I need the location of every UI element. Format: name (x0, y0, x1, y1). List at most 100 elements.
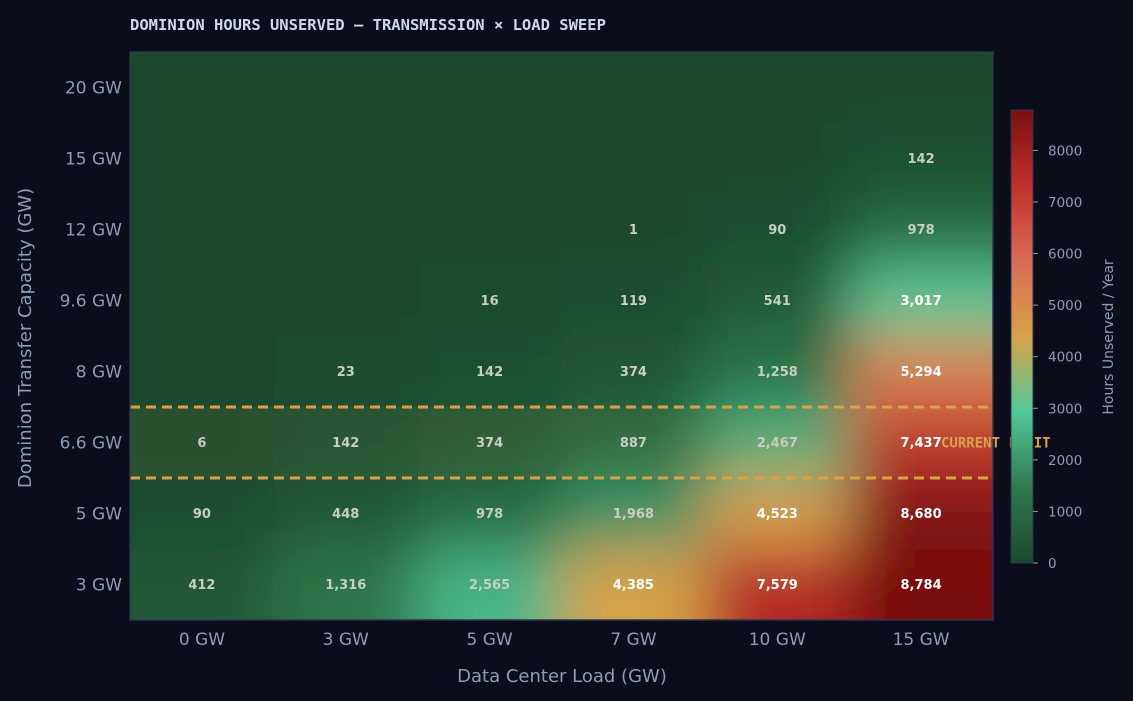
cell-value-label: 8,784 (901, 578, 942, 593)
heat-cell (417, 549, 562, 620)
plot-area: 412 1,316 2,565 4,385 7,579 8,784 90 448 978 1,96… (130, 52, 993, 620)
heat-cell (849, 123, 993, 194)
x-tick-label: 0 GW (179, 630, 225, 650)
heat-cell (705, 52, 850, 123)
y-tick-label: 5 GW (76, 505, 122, 525)
heat-cell (273, 52, 418, 123)
heat-cell (273, 123, 418, 194)
heat-cell (705, 549, 850, 620)
cell-value-label: 5,294 (901, 365, 942, 380)
cell-value-label: 978 (476, 507, 503, 522)
heat-cell (849, 407, 993, 478)
heat-cell (130, 194, 274, 265)
cell-value-label: 1,258 (757, 365, 798, 380)
y-tick-label: 15 GW (65, 150, 122, 170)
colorbar-tick-label: 1000 (1048, 504, 1082, 520)
cell-value-label: 3,017 (901, 294, 942, 309)
heat-cell (849, 478, 993, 549)
cell-value-label: 4,523 (757, 507, 798, 522)
cell-value-label: 1,316 (325, 578, 366, 593)
heat-cell (130, 549, 274, 620)
cell-value-label: 2,565 (469, 578, 510, 593)
plot-frame (129, 51, 994, 621)
cell-value-label: 541 (764, 294, 791, 309)
y-tick-label: 12 GW (65, 221, 122, 241)
heat-cell (273, 407, 418, 478)
y-tick-label: 20 GW (65, 79, 122, 99)
cell-value-label: 7,579 (757, 578, 798, 593)
colorbar-tick-label: 3000 (1048, 401, 1082, 417)
x-tick-label: 3 GW (323, 630, 369, 650)
heat-cell (561, 265, 706, 336)
colorbar-label: Hours Unserved / Year (1101, 259, 1117, 415)
x-tick-label: 7 GW (610, 630, 656, 650)
y-tick-label: 6.6 GW (60, 434, 123, 454)
chart-title: DOMINION HOURS UNSERVED — TRANSMISSION ×… (130, 16, 606, 34)
cell-value-label: 7,437 (901, 436, 942, 451)
heat-cell (130, 52, 274, 123)
heat-cell (849, 549, 993, 620)
cell-value-label: 8,680 (901, 507, 942, 522)
heat-cell (705, 265, 850, 336)
current-limit-label: CURRENT LIMIT (941, 436, 1051, 452)
heat-cell (561, 194, 706, 265)
cell-value-label: 978 (908, 223, 935, 238)
cell-value-label: 374 (476, 436, 503, 451)
heat-cell (417, 123, 562, 194)
heat-cell (130, 123, 274, 194)
cell-value-label: 1 (629, 223, 638, 238)
colorbar-tick-label: 0 (1048, 556, 1057, 572)
y-axis-label: Dominion Transfer Capacity (GW) (15, 188, 36, 488)
cell-value-label: 142 (476, 365, 503, 380)
heat-cell (561, 336, 706, 407)
colorbar-tick-label: 8000 (1048, 143, 1082, 159)
heat-cell (705, 123, 850, 194)
colorbar-tick-label: 5000 (1048, 298, 1082, 314)
cell-value-label: 1,968 (613, 507, 654, 522)
cell-value-label: 412 (188, 578, 215, 593)
heat-cell (561, 123, 706, 194)
cell-value-label: 448 (332, 507, 359, 522)
heat-cell (849, 52, 993, 123)
heat-cell (273, 336, 418, 407)
cell-value-label: 887 (620, 436, 647, 451)
cell-value-label: 16 (481, 294, 499, 309)
cell-value-label: 142 (332, 436, 359, 451)
heat-cell (417, 336, 562, 407)
x-tick-label: 5 GW (466, 630, 512, 650)
x-tick-label: 15 GW (893, 630, 950, 650)
colorbar: 0 1000 2000 3000 4000 5000 6000 7000 8000 Hours … (1010, 109, 1117, 572)
x-axis-label: Data Center Load (GW) (457, 666, 667, 687)
heat-cell (849, 265, 993, 336)
y-tick-label: 8 GW (76, 363, 122, 383)
y-tick-label: 9.6 GW (60, 292, 123, 312)
heat-cell (705, 194, 850, 265)
cell-value-label: 4,385 (613, 578, 654, 593)
heat-cell (561, 549, 706, 620)
heat-cell (705, 407, 850, 478)
cell-value-label: 119 (620, 294, 647, 309)
colorbar-tick-label: 6000 (1048, 247, 1082, 263)
heat-cell (417, 52, 562, 123)
cell-value-label: 6 (197, 436, 206, 451)
heat-cell (561, 407, 706, 478)
x-tick-label: 10 GW (749, 630, 806, 650)
y-tick-label: 3 GW (76, 576, 122, 596)
cell-value-label: 2,467 (757, 436, 798, 451)
heat-cell (417, 265, 562, 336)
cell-value-label: 23 (337, 365, 355, 380)
cell-value-label: 90 (768, 223, 786, 238)
heat-cell (561, 52, 706, 123)
heat-cell (417, 407, 562, 478)
heat-cell (130, 478, 274, 549)
heat-cell (273, 478, 418, 549)
cell-value-label: 374 (620, 365, 647, 380)
colorbar-tick-label: 7000 (1048, 195, 1082, 211)
heat-cell (849, 194, 993, 265)
heat-cell (130, 265, 274, 336)
colorbar-tick-label: 2000 (1048, 453, 1082, 469)
heat-cell (705, 478, 850, 549)
heat-cell (273, 549, 418, 620)
heat-cell (705, 336, 850, 407)
